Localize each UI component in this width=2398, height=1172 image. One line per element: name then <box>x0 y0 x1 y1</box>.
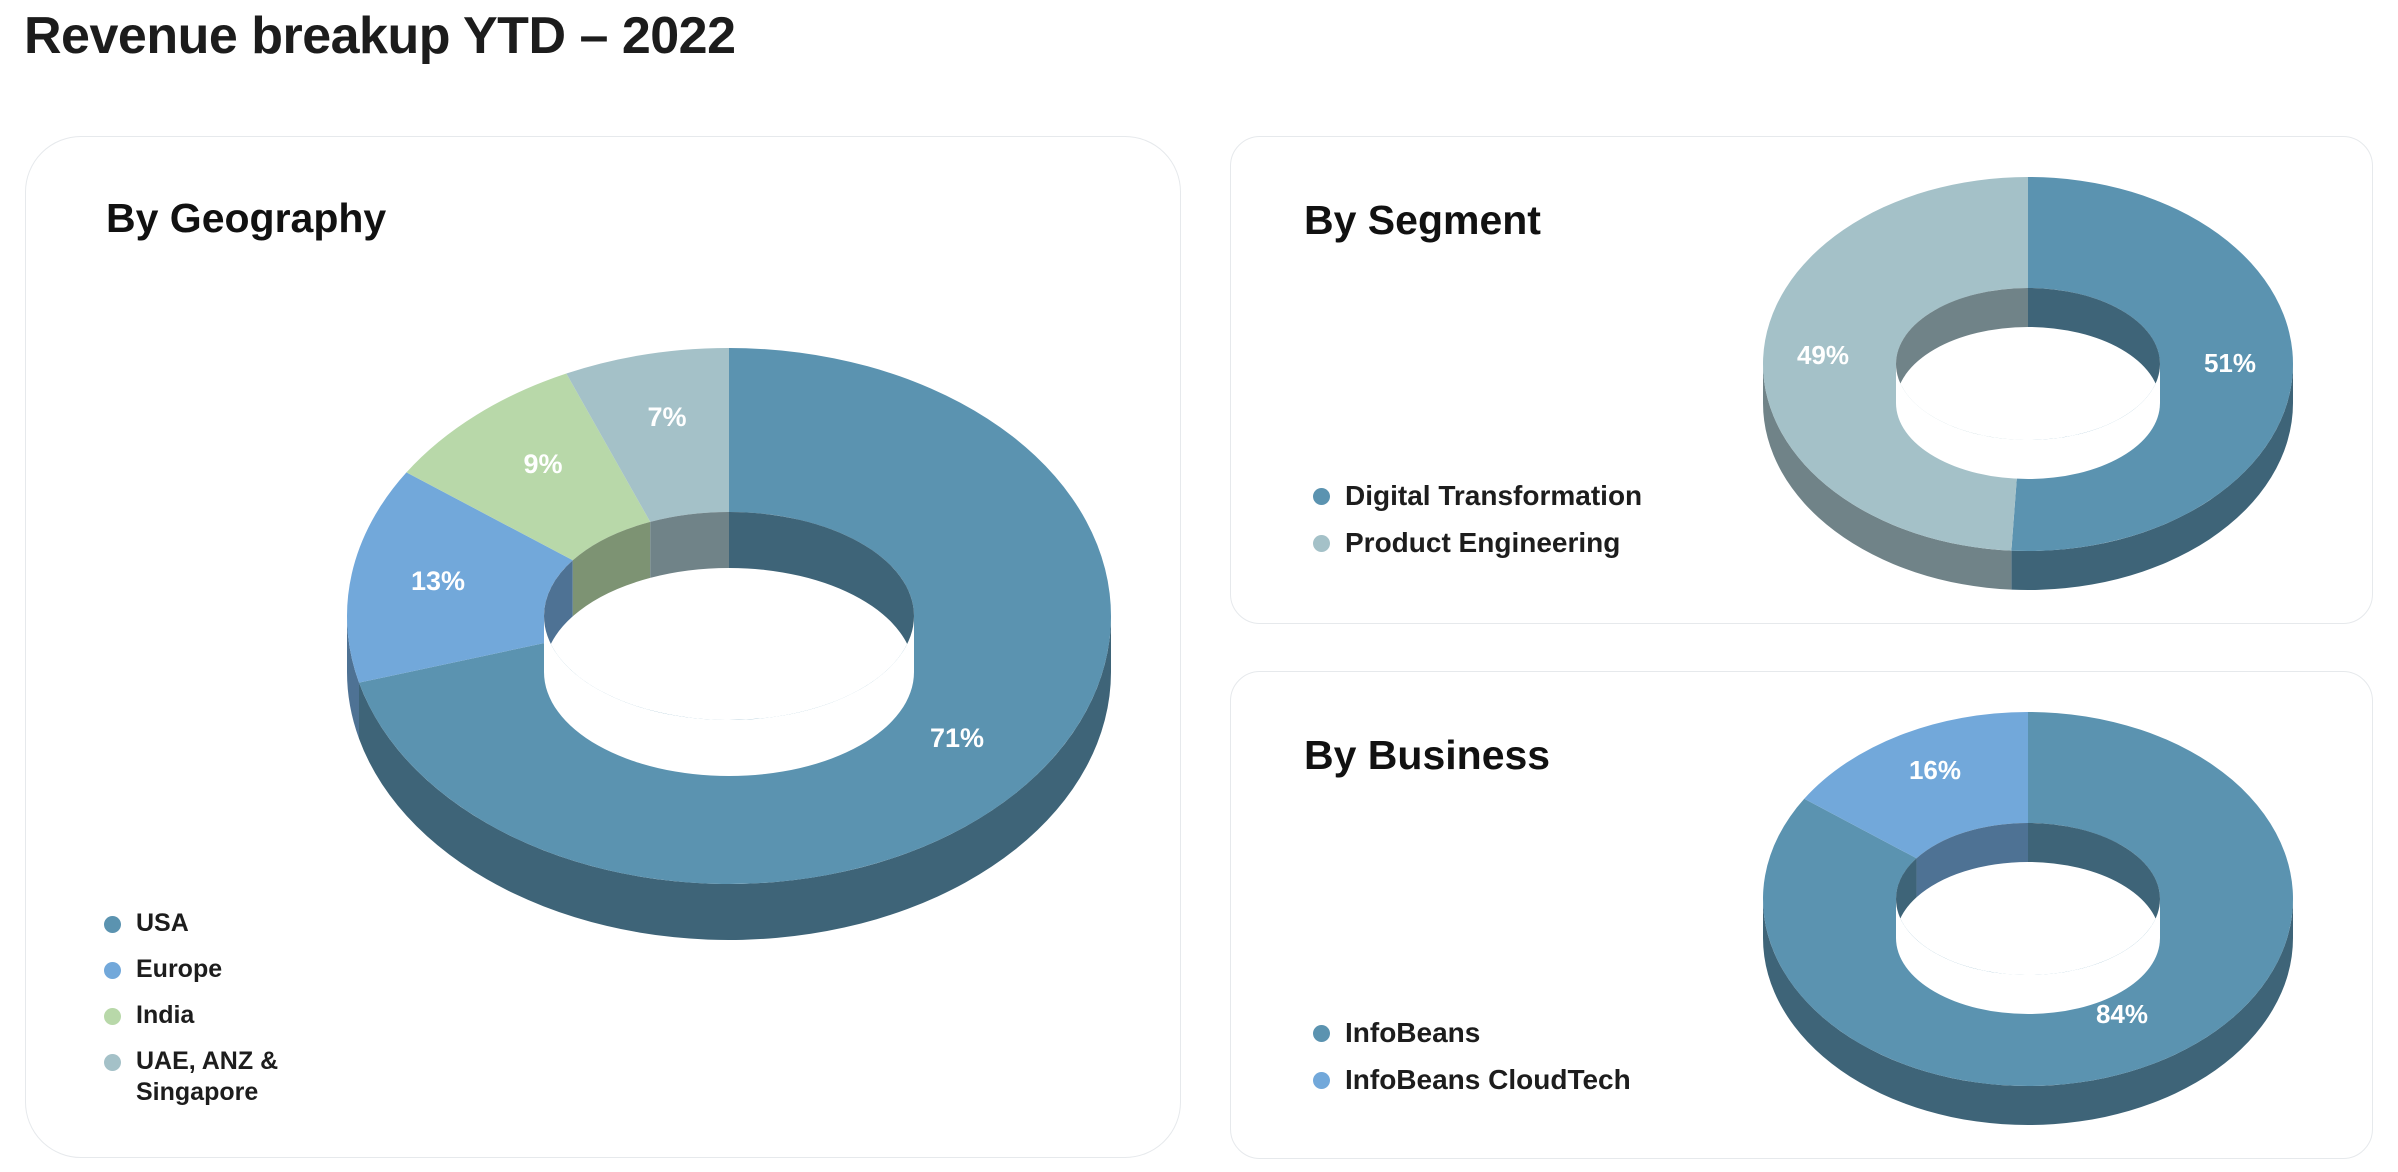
slice-label-infobeans: 84% <box>2096 999 2148 1029</box>
legend-item-product-engineering: Product Engineering <box>1313 527 1642 558</box>
business-donut-chart: 84% 16% <box>1763 712 2293 1125</box>
business-card: By Business 84% 16% InfoBeans InfoBeans C… <box>1230 671 2373 1159</box>
business-chart-title: By Business <box>1304 732 1551 778</box>
inner-wall-uae-anz-singapore <box>650 512 729 578</box>
legend-label-europe: Europe <box>136 955 223 983</box>
geography-chart-title: By Geography <box>106 195 387 241</box>
slice-label-infobeans-cloudtech: 16% <box>1909 755 1961 785</box>
legend-dot-infobeans-cloudtech <box>1313 1072 1330 1089</box>
segment-card: By Segment 51% 49% Digital Transformation… <box>1230 136 2373 624</box>
geography-legend: USA Europe India UAE, ANZ & Singapore <box>104 908 366 1123</box>
donut-hole <box>544 616 914 776</box>
legend-dot-india <box>104 1008 121 1025</box>
slice-usa <box>359 348 1111 884</box>
legend-label-infobeans: InfoBeans <box>1345 1017 1481 1048</box>
inner-wall-usa <box>729 512 914 672</box>
legend-dot-infobeans <box>1313 1025 1330 1042</box>
geography-donut-chart: 71% 13% 9% 7% <box>347 348 1112 941</box>
legend-item-uae: UAE, ANZ & Singapore <box>104 1046 366 1108</box>
side-wall-digital-transformation <box>2011 364 2293 590</box>
segment-chart-title: By Segment <box>1304 197 1541 243</box>
legend-label-product-engineering: Product Engineering <box>1345 527 1621 558</box>
legend-dot-europe <box>104 962 121 979</box>
legend-item-europe: Europe <box>104 954 366 985</box>
legend-dot-uae <box>104 1054 121 1071</box>
legend-label-infobeans-cloudtech: InfoBeans CloudTech <box>1345 1064 1631 1095</box>
geography-card: By Geography 71% 13% 9% 7% USA Europe India… <box>25 136 1181 1158</box>
slice-europe <box>347 472 573 683</box>
side-wall-usa <box>359 616 1112 941</box>
inner-wall-infobeans-cloudtech <box>1916 823 2028 898</box>
inner-wall-europe <box>544 560 573 672</box>
legend-item-infobeans: InfoBeans <box>1313 1017 1631 1048</box>
slice-uae-anz-singapore <box>566 348 729 522</box>
legend-label-uae: UAE, ANZ & Singapore <box>136 1047 279 1106</box>
legend-dot-usa <box>104 916 121 933</box>
legend-label-usa: USA <box>136 909 189 937</box>
slice-infobeans-cloudtech <box>1804 712 2028 859</box>
inner-wall-india <box>572 521 651 617</box>
segment-legend: Digital Transformation Product Engineeri… <box>1313 480 1642 574</box>
side-wall-product-engineering <box>1763 364 2012 590</box>
legend-item-india: India <box>104 1000 366 1031</box>
inner-wall-digital-transformation <box>2028 288 2160 403</box>
side-wall-europe <box>347 616 360 739</box>
side-wall-infobeans <box>1763 899 2293 1125</box>
legend-dot-product-engineering <box>1313 535 1330 552</box>
slice-label-product-engineering: 49% <box>1797 340 1849 370</box>
legend-item-usa: USA <box>104 908 366 939</box>
inner-wall-infobeans <box>1896 858 1917 938</box>
donut-hole <box>1896 899 2160 1014</box>
legend-label-india: India <box>136 1001 195 1029</box>
slice-label-europe: 13% <box>411 566 465 596</box>
slice-label-digital-transformation: 51% <box>2204 348 2256 378</box>
slice-label-usa: 71% <box>930 723 984 753</box>
donut-hole <box>1896 364 2160 479</box>
legend-dot-digital-transformation <box>1313 488 1330 505</box>
business-legend: InfoBeans InfoBeans CloudTech <box>1313 1017 1631 1111</box>
segment-donut-chart: 51% 49% <box>1763 177 2293 590</box>
page-title: Revenue breakup YTD – 2022 <box>24 7 736 65</box>
inner-wall-product-engineering <box>1896 288 2028 403</box>
slice-infobeans <box>1763 712 2293 1086</box>
inner-wall-infobeans <box>2028 823 2160 938</box>
slice-label-uae-anz-singapore: 7% <box>647 402 686 432</box>
legend-item-digital-transformation: Digital Transformation <box>1313 480 1642 511</box>
legend-item-infobeans-cloudtech: InfoBeans CloudTech <box>1313 1064 1631 1095</box>
slice-india <box>406 373 651 561</box>
legend-label-digital-transformation: Digital Transformation <box>1345 480 1643 511</box>
slice-label-india: 9% <box>523 449 562 479</box>
